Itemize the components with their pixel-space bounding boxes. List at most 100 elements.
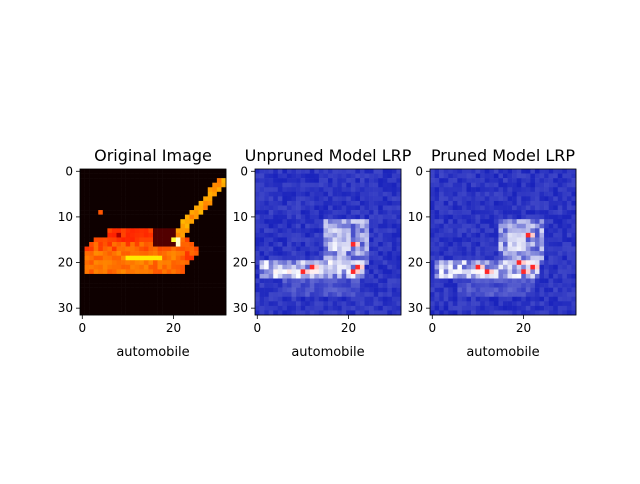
heatmap-cell	[396, 296, 402, 302]
heatmap-cell	[107, 219, 113, 225]
heatmap-cell	[89, 219, 94, 225]
heatmap-cell	[544, 200, 549, 206]
heatmap-cell	[480, 283, 486, 288]
heatmap-cell	[166, 264, 172, 270]
heatmap-cell	[98, 187, 104, 193]
heatmap-cell	[461, 273, 467, 279]
heatmap-cell	[503, 191, 508, 197]
x-axis-label: automobile	[466, 345, 539, 360]
heatmap-cell	[553, 287, 559, 293]
heatmap-cell	[557, 187, 563, 193]
heatmap-cell	[507, 242, 513, 247]
heatmap-cell	[102, 182, 108, 188]
heatmap-cell	[84, 242, 90, 247]
heatmap-cell	[498, 301, 504, 307]
heatmap-cell	[369, 169, 374, 174]
heatmap-cell	[544, 196, 549, 202]
heatmap-cell	[566, 296, 572, 302]
heatmap-cell	[198, 219, 204, 225]
heatmap-cell	[471, 255, 476, 261]
heatmap-cell	[369, 255, 374, 261]
heatmap-cell	[332, 210, 338, 215]
heatmap-cell	[539, 292, 545, 298]
heatmap-cell	[430, 210, 435, 215]
heatmap-cell	[212, 223, 218, 229]
heatmap-cell	[139, 260, 145, 266]
heatmap-cell	[282, 219, 288, 225]
heatmap-cell	[314, 251, 320, 256]
heatmap-cell	[116, 269, 122, 275]
heatmap-cell	[98, 251, 104, 256]
heatmap-cell	[300, 305, 306, 311]
heatmap-cell	[382, 210, 388, 215]
heatmap-cell	[175, 182, 181, 188]
heatmap-cell	[328, 223, 333, 229]
heatmap-cell	[387, 273, 393, 279]
heatmap-cell	[221, 205, 227, 211]
heatmap-cell	[221, 210, 227, 215]
heatmap-cell	[286, 173, 292, 179]
heatmap-cell	[369, 200, 374, 206]
heatmap-cell	[530, 205, 536, 211]
heatmap-cell	[480, 228, 486, 234]
heatmap-cell	[328, 196, 333, 202]
heatmap-cell	[296, 214, 301, 220]
heatmap-cell	[350, 196, 356, 202]
heatmap-cell	[350, 219, 356, 225]
heatmap-cell	[139, 292, 145, 298]
heatmap-cell	[430, 292, 435, 298]
heatmap-cell	[548, 246, 554, 252]
heatmap-cell	[507, 196, 513, 202]
heatmap-cell	[282, 214, 288, 220]
heatmap-cell	[364, 301, 370, 307]
heatmap-cell	[314, 182, 320, 188]
heatmap-cell	[139, 187, 145, 193]
heatmap-cell	[166, 196, 172, 202]
heatmap-cell	[175, 173, 181, 179]
heatmap-cell	[337, 278, 342, 284]
heatmap-cell	[139, 301, 145, 307]
heatmap-cell	[314, 210, 320, 215]
heatmap-cell	[198, 210, 204, 215]
heatmap-cell	[139, 310, 145, 316]
heatmap-cell	[171, 196, 177, 202]
heatmap-cell	[189, 305, 195, 311]
heatmap-cell	[125, 178, 131, 183]
heatmap-cell	[166, 278, 172, 284]
heatmap-cell	[98, 228, 104, 234]
heatmap-cell	[305, 200, 311, 206]
heatmap-cell	[323, 292, 329, 298]
heatmap-cell	[461, 205, 467, 211]
heatmap-cell	[498, 273, 504, 279]
heatmap-cell	[448, 228, 454, 234]
x-tick-label: 20	[516, 321, 531, 335]
heatmap-cell	[387, 196, 393, 202]
heatmap-cell	[355, 223, 361, 229]
heatmap-cell	[171, 178, 177, 183]
heatmap-cell	[439, 287, 444, 293]
heatmap-cell	[116, 278, 122, 284]
heatmap-cell	[391, 232, 397, 238]
heatmap-cell	[457, 173, 463, 179]
heatmap-cell	[148, 214, 154, 220]
heatmap-cell	[480, 178, 486, 183]
heatmap-cell	[369, 223, 374, 229]
heatmap-cell	[553, 301, 559, 307]
heatmap-cell	[93, 223, 99, 229]
heatmap-cell	[153, 260, 158, 266]
heatmap-cell	[489, 305, 495, 311]
heatmap-cell	[378, 191, 384, 197]
heatmap-cell	[318, 200, 324, 206]
heatmap-cell	[378, 169, 384, 174]
heatmap-cell	[466, 260, 472, 266]
heatmap-cell	[259, 191, 265, 197]
panel-title: Original Image	[94, 146, 212, 165]
heatmap-cell	[434, 178, 440, 183]
heatmap-cell	[93, 191, 99, 197]
heatmap-cell	[189, 187, 195, 193]
heatmap-cell	[198, 232, 204, 238]
heatmap-cell	[373, 232, 379, 238]
heatmap-cell	[539, 251, 545, 256]
heatmap-cell	[323, 196, 329, 202]
